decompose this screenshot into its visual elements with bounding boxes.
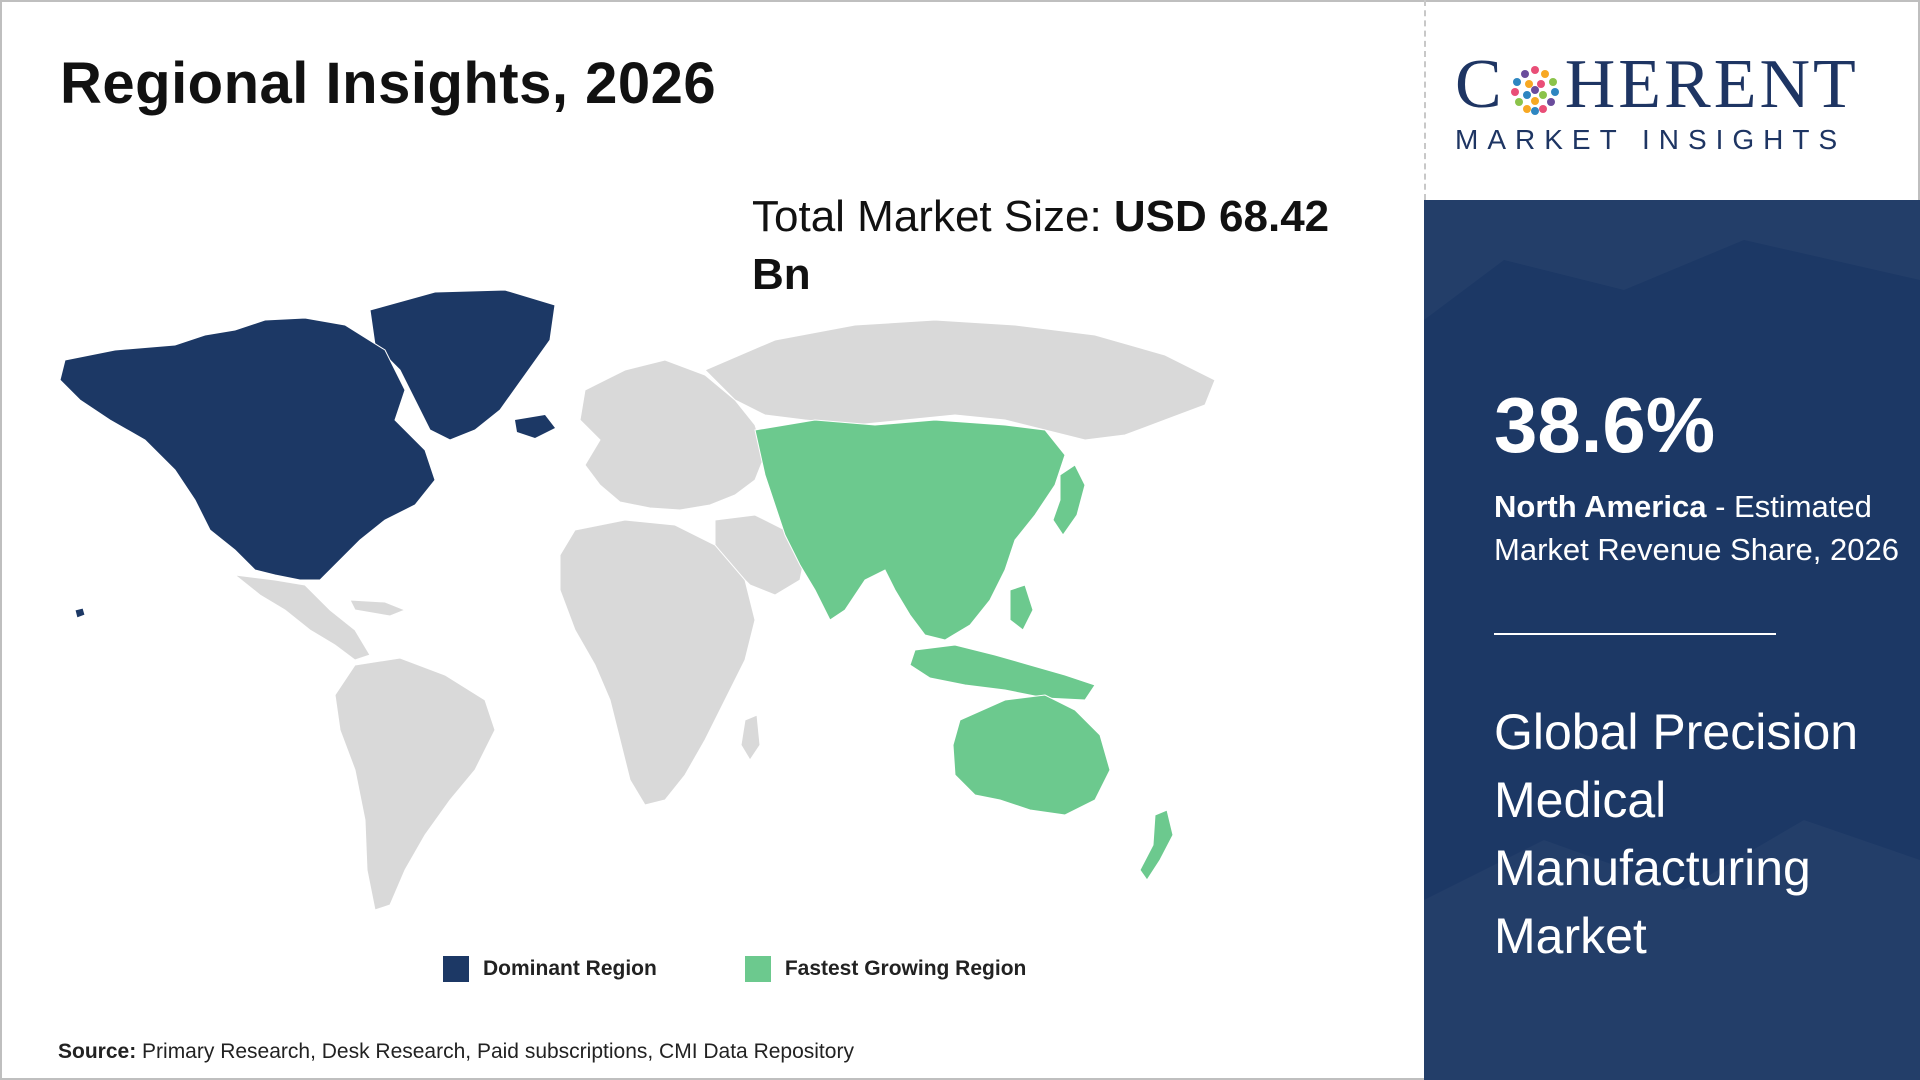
dashed-divider xyxy=(1424,0,1426,200)
highlight-panel: 38.6% North America - Estimated Market R… xyxy=(1424,200,1920,1080)
map-region-new-zealand xyxy=(1139,809,1174,881)
map-legend: Dominant Region Fastest Growing Region xyxy=(443,956,1026,982)
legend-item-dominant: Dominant Region xyxy=(443,956,657,982)
legend-label-fastest: Fastest Growing Region xyxy=(784,957,1027,980)
map-region-north-america xyxy=(59,317,436,581)
legend-swatch-dominant xyxy=(443,956,469,982)
source-note: Source: Primary Research, Desk Research,… xyxy=(58,1040,854,1064)
map-region-greenland xyxy=(369,289,556,441)
map-region-south-america xyxy=(334,657,496,911)
logo-text-left: C xyxy=(1455,46,1505,123)
market-size-value: USD 68.42 Bn xyxy=(752,192,1330,299)
map-region-philippines xyxy=(1009,584,1034,631)
map-region-europe xyxy=(579,359,766,511)
map-region-caribbean xyxy=(349,599,407,617)
logo-dots-icon xyxy=(1509,59,1561,115)
panel-rule xyxy=(1494,633,1776,635)
map-region-madagascar xyxy=(740,714,761,761)
map-region-iceland-dominant xyxy=(515,415,555,438)
legend-item-fastest: Fastest Growing Region xyxy=(744,956,1027,982)
legend-label-dominant: Dominant Region xyxy=(483,957,657,980)
company-logo: C xyxy=(1455,50,1900,156)
logo-subtitle: MARKET INSIGHTS xyxy=(1455,124,1847,155)
map-region-hawaii xyxy=(74,607,86,619)
map-region-japan xyxy=(1052,464,1086,536)
map-region-indonesia xyxy=(909,644,1096,701)
logo-wordmark: C xyxy=(1455,50,1900,120)
map-region-australia xyxy=(952,694,1111,816)
source-text: Primary Research, Desk Research, Paid su… xyxy=(136,1040,854,1063)
share-desc-text: - Estimated Market Revenue Share, 2026 xyxy=(1494,489,1899,567)
share-region: North America xyxy=(1494,489,1707,524)
map-region-asia-pacific xyxy=(754,419,1066,641)
market-name: Global Precision Medical Manufacturing M… xyxy=(1494,704,1859,964)
logo-text-right: HERENT xyxy=(1564,46,1859,123)
share-description: North America - Estimated Market Revenue… xyxy=(1494,485,1904,571)
market-size-label: Total Market Size: xyxy=(752,192,1114,241)
source-label: Source: xyxy=(58,1040,137,1063)
map-region-africa xyxy=(559,519,756,806)
legend-swatch-fastest xyxy=(744,956,771,982)
map-region-central-america xyxy=(233,574,371,661)
total-market-size: Total Market Size: USD 68.42 Bn xyxy=(752,188,1372,304)
page-title: Regional Insights, 2026 xyxy=(60,51,717,116)
world-map xyxy=(55,280,1235,920)
share-value: 38.6% xyxy=(1494,381,1716,469)
